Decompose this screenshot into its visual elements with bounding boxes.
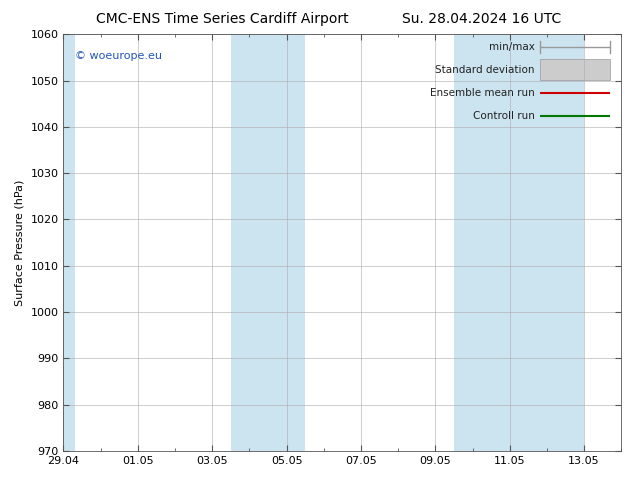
- Y-axis label: Surface Pressure (hPa): Surface Pressure (hPa): [15, 179, 25, 306]
- Text: Controll run: Controll run: [473, 111, 535, 121]
- FancyBboxPatch shape: [540, 59, 610, 80]
- Bar: [454, 34, 584, 451]
- Bar: [63, 34, 75, 451]
- Text: CMC-ENS Time Series Cardiff Airport: CMC-ENS Time Series Cardiff Airport: [96, 12, 348, 26]
- Text: Ensemble mean run: Ensemble mean run: [430, 88, 535, 98]
- Text: min/max: min/max: [489, 42, 535, 52]
- Bar: [231, 34, 305, 451]
- Text: Standard deviation: Standard deviation: [436, 65, 535, 74]
- Text: Su. 28.04.2024 16 UTC: Su. 28.04.2024 16 UTC: [402, 12, 562, 26]
- Text: © woeurope.eu: © woeurope.eu: [75, 51, 162, 61]
